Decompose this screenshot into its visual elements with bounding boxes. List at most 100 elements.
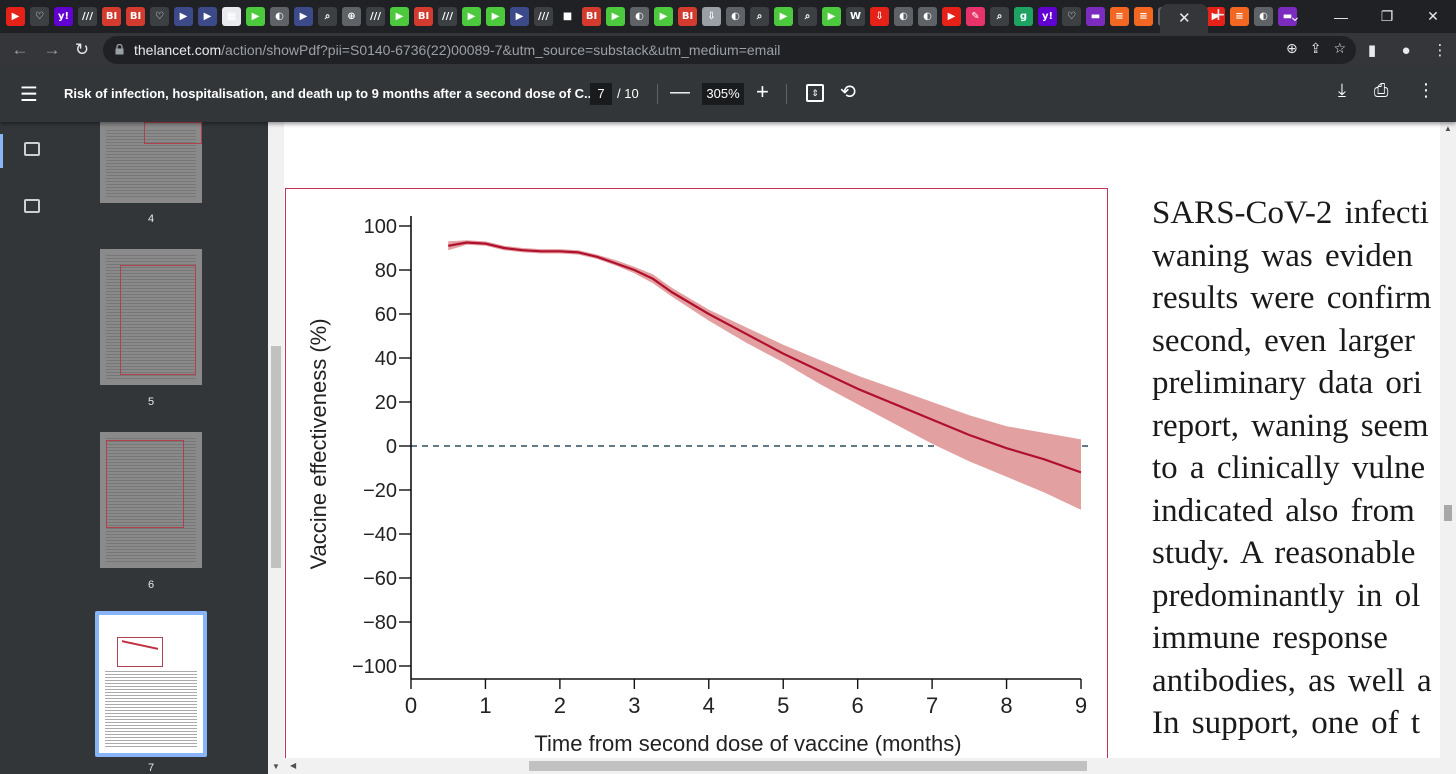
tab-favicon-2[interactable]: ♡ (30, 7, 49, 26)
tab-favicon-42[interactable]: ⌕ (990, 7, 1009, 26)
tab-favicon-12[interactable]: ◐ (270, 7, 289, 26)
url-text[interactable]: thelancet.com/action/showPdf?pii=S0140-6… (134, 42, 781, 58)
y-tick-label: 0 (386, 436, 397, 458)
body-text-column: SARS-CoV-2 infecti waning was eviden resul… (1152, 192, 1440, 745)
tab-favicon-10[interactable]: ▦ (222, 7, 241, 26)
tab-favicon-38[interactable]: ◐ (894, 7, 913, 26)
tab-favicon-27[interactable]: ◐ (630, 7, 649, 26)
tab-favicon-19[interactable]: /// (438, 7, 457, 26)
download-icon[interactable]: ⤓ (1338, 80, 1346, 100)
tab-favicon-6[interactable]: BI (126, 7, 145, 26)
tab-favicon-4[interactable]: /// (78, 7, 97, 26)
horizontal-scrollbar-thumb[interactable] (529, 761, 1087, 771)
tab-favicon-8[interactable]: ▶ (174, 7, 193, 26)
close-tab-icon[interactable]: ✕ (1178, 10, 1191, 27)
tab-favicon-15[interactable]: ⊕ (342, 7, 361, 26)
back-icon[interactable]: ← (11, 40, 29, 59)
tab-favicon-11[interactable]: ▶ (246, 7, 265, 26)
zoom-indicator-icon[interactable]: ⊕ (1285, 40, 1298, 56)
page-number-input[interactable]: 7 (590, 83, 612, 105)
y-axis-label: Vaccine effectiveness (%) (306, 318, 331, 569)
tab-favicon-22[interactable]: ▶ (510, 7, 529, 26)
reload-icon[interactable]: ↻ (74, 40, 90, 59)
tab-favicon-32[interactable]: ⌕ (750, 7, 769, 26)
page-scrollbar-thumb[interactable] (1444, 505, 1452, 521)
sidebar-scrollbar-thumb[interactable] (271, 346, 281, 568)
tab-favicon-3[interactable]: y! (54, 7, 73, 26)
x-tick-label: 0 (405, 693, 417, 718)
tab-favicon-37[interactable]: ⇩ (870, 7, 889, 26)
tab-favicon-51[interactable]: ▶ (1206, 7, 1225, 26)
thumbnails-view-icon[interactable] (24, 142, 40, 156)
page-scrollbar[interactable]: ▲ (1440, 122, 1456, 774)
tab-favicon-18[interactable]: BI (414, 7, 433, 26)
y-tick-label: 20 (375, 392, 397, 414)
tab-favicon-20[interactable]: ▶ (462, 7, 481, 26)
tab-favicon-13[interactable]: ▶ (294, 7, 313, 26)
tab-strip: ▶ ♡ y! /// BI BI ♡ ▶ ▶ ▦ ▶ ◐ ▶ ⌕ ⊕ /// ▶ BI /// ▶ ▶ ▶ /// ■ BI ▶ ◐… (0, 0, 1456, 33)
profile-icon[interactable]: ● (1401, 41, 1411, 59)
tab-favicon-34[interactable]: ⌕ (798, 7, 817, 26)
address-bar[interactable]: thelancet.com/action/showPdf?pii=S0140-6… (103, 36, 1356, 64)
tab-favicon-41[interactable]: ✎ (966, 7, 985, 26)
share-icon[interactable]: ⇪ (1309, 40, 1322, 56)
restore-icon[interactable]: ❐ (1380, 8, 1394, 24)
tab-favicon-44[interactable]: y! (1038, 7, 1057, 26)
hamburger-menu-icon[interactable]: ☰ (20, 84, 38, 106)
tab-favicon-5[interactable]: BI (102, 7, 121, 26)
tab-favicon-33[interactable]: ▶ (774, 7, 793, 26)
tab-favicon-30[interactable]: ⇩ (702, 7, 721, 26)
bookmark-star-icon[interactable]: ☆ (1333, 40, 1346, 56)
outline-view-icon[interactable] (24, 199, 40, 213)
minimize-icon[interactable]: — (1334, 8, 1348, 25)
zoom-out-icon[interactable]: — (670, 81, 690, 103)
tab-favicon-43[interactable]: g (1014, 7, 1033, 26)
tab-favicon-21[interactable]: ▶ (486, 7, 505, 26)
new-tab-button[interactable]: + (1212, 2, 1225, 27)
sidebar-scrollbar[interactable]: ▼ (268, 122, 284, 774)
tab-favicon-29[interactable]: BI (678, 7, 697, 26)
more-actions-icon[interactable]: ⋮ (1417, 80, 1435, 100)
tab-favicon-36[interactable]: W (846, 7, 865, 26)
page-thumbnail-5[interactable] (100, 249, 202, 385)
tab-favicon-25[interactable]: BI (582, 7, 601, 26)
tab-favicon-14[interactable]: ⌕ (318, 7, 337, 26)
tab-favicon-26[interactable]: ▶ (606, 7, 625, 26)
tab-favicon-17[interactable]: ▶ (390, 7, 409, 26)
tab-favicon-35[interactable]: ▶ (822, 7, 841, 26)
tab-favicon-52[interactable]: ≡ (1230, 7, 1249, 26)
horizontal-scrollbar[interactable]: ◀ (284, 758, 1440, 774)
body-text-line: SARS-CoV-2 infecti (1152, 195, 1429, 231)
tab-favicon-40[interactable]: ▶ (942, 7, 961, 26)
tab-favicon-9[interactable]: ▶ (198, 7, 217, 26)
tab-favicon-16[interactable]: /// (366, 7, 385, 26)
tab-favicon-23[interactable]: /// (534, 7, 553, 26)
close-window-icon[interactable]: ✕ (1427, 8, 1439, 24)
fit-to-page-icon[interactable]: ⇕ (806, 84, 824, 102)
tab-favicon-47[interactable]: ≡ (1110, 7, 1129, 26)
tab-favicon-45[interactable]: ♡ (1062, 7, 1081, 26)
tab-favicon-31[interactable]: ◐ (726, 7, 745, 26)
tab-favicon-7[interactable]: ♡ (150, 7, 169, 26)
tab-favicon-1[interactable]: ▶ (6, 7, 25, 26)
tab-favicon-39[interactable]: ◐ (918, 7, 937, 26)
zoom-level-input[interactable]: 305% (702, 83, 744, 105)
print-icon[interactable]: ⎙ (1374, 80, 1389, 100)
tab-favicon-24[interactable]: ■ (558, 7, 577, 26)
tab-search-icon[interactable]: ⌄ (1289, 8, 1301, 24)
zoom-in-icon[interactable]: + (756, 79, 769, 104)
page-thumbnail-7[interactable] (95, 611, 207, 757)
tab-favicon-53[interactable]: ◐ (1254, 7, 1273, 26)
page-thumbnail-6[interactable] (100, 432, 202, 568)
active-tab[interactable]: ✕ (1160, 4, 1208, 33)
tab-favicon-48[interactable]: ≡ (1134, 7, 1153, 26)
side-panel-icon[interactable]: ▮ (1367, 42, 1377, 59)
rotate-icon[interactable]: ⟲ (840, 82, 856, 103)
tab-favicon-28[interactable]: ▶ (654, 7, 673, 26)
lock-icon (115, 44, 124, 55)
browser-menu-icon[interactable]: ⋮ (1432, 42, 1448, 59)
forward-icon[interactable]: → (43, 40, 61, 59)
page-thumbnail-4[interactable] (100, 122, 202, 203)
tab-favicon-54[interactable]: ▬ (1278, 7, 1297, 26)
tab-favicon-46[interactable]: ▬ (1086, 7, 1105, 26)
